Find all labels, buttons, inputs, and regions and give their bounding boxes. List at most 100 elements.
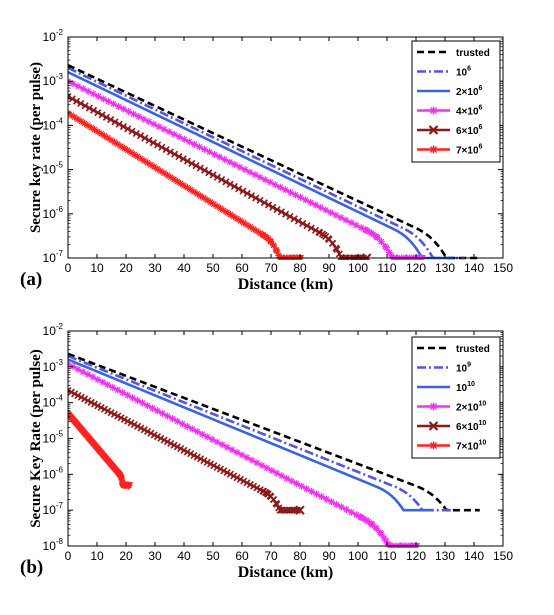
series-line [68,352,480,512]
data-marker [226,211,234,219]
data-marker [352,221,360,229]
y-tick-label: 10-4 [43,116,64,132]
data-marker [243,221,251,229]
x-tick-label: 150 [493,261,513,275]
data-marker [313,490,321,498]
data-marker [382,537,390,545]
data-marker [211,150,219,158]
data-marker [77,117,85,125]
data-marker [155,123,163,131]
plot-frame [67,36,504,259]
legend-entry-label: 7×1010 [456,440,486,453]
data-marker [124,391,132,399]
x-tick-label: 140 [464,549,484,563]
panel-label: (a) [20,269,42,290]
data-marker [364,518,372,526]
data-marker [253,227,261,235]
data-marker [85,104,93,112]
data-marker [269,203,277,211]
data-marker [266,178,274,186]
data-marker [267,238,275,246]
data-marker [337,503,345,511]
legend-entry-label: 4×106 [456,105,483,118]
panel-label: (b) [20,557,43,578]
x-tick-label: 110 [377,261,396,275]
data-marker [251,171,259,179]
data-marker [311,226,320,234]
data-marker [280,506,288,514]
data-marker [259,231,267,239]
x-tick-label: 10 [90,549,104,563]
data-marker [286,188,294,196]
data-marker [74,365,82,373]
data-marker [376,529,384,537]
data-marker [150,163,158,171]
data-marker [269,241,277,249]
data-marker [283,506,291,514]
data-marker [200,145,208,153]
data-marker [236,163,244,171]
x-tick-label: 100 [348,261,368,275]
data-marker [147,161,155,169]
series-10-10 [68,358,434,512]
data-marker [213,202,221,210]
series-trusted [68,64,480,260]
data-marker [117,474,125,482]
data-marker [213,438,221,446]
x-tick-label: 20 [119,261,133,275]
data-marker [317,203,325,211]
series-2-10-10 [68,360,420,548]
data-marker [100,132,108,140]
data-marker [272,246,280,254]
data-marker [278,472,286,480]
legend: trusted 106 2×106 4×106 6×106 7×106 [411,40,501,163]
data-marker [307,198,315,206]
legend-marker [428,125,439,135]
data-marker [171,150,179,158]
data-marker [352,511,360,519]
data-marker [226,180,234,188]
data-marker [68,111,75,119]
series-10-6 [68,66,466,260]
data-marker [77,99,85,108]
series-line [68,66,466,260]
data-marker [223,443,231,451]
legend-marker [428,421,439,431]
y-tick-label: 10-6 [43,465,64,481]
data-marker [187,186,195,194]
data-marker [322,206,330,214]
data-marker [104,134,112,142]
data-marker [218,176,226,184]
data-marker [193,428,201,436]
data-marker [160,169,168,177]
series-trusted [68,352,480,512]
data-marker [94,128,102,136]
x-tick-label: 120 [406,261,426,275]
data-marker [177,179,185,187]
data-marker [248,456,256,464]
data-marker [246,223,254,231]
data-marker [97,130,105,138]
legend: trusted 109 1010 2×1010 6×1010 7×1010 [411,336,501,459]
y-tick-label: 10-8 [43,537,64,553]
data-marker [282,210,290,218]
legend-marker [429,441,438,450]
data-marker [243,454,251,462]
series-10-9 [68,354,454,512]
data-marker [258,461,266,469]
data-marker [218,441,226,449]
x-tick-label: 30 [148,261,162,275]
data-marker [130,150,138,158]
data-marker [347,508,355,516]
data-marker [256,196,264,204]
data-marker [203,196,211,204]
x-tick-label: 80 [293,261,307,275]
x-tick-label: 40 [177,261,191,275]
data-marker [84,87,92,95]
data-marker [206,148,214,156]
y-axis-label: Secure Key Rate (per pulse) [28,349,44,528]
data-marker [158,409,166,417]
data-marker [256,173,264,181]
data-marker [118,476,126,484]
data-marker [167,173,175,181]
